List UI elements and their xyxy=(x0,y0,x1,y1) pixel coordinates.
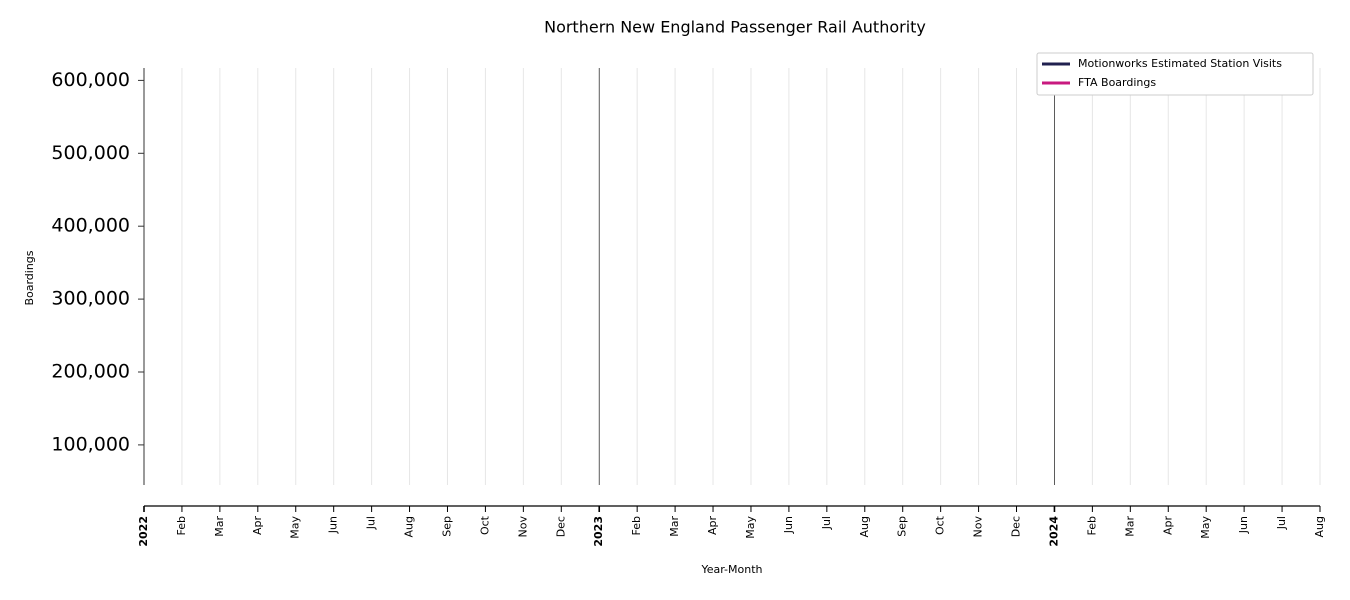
x-tick-label: 2022 xyxy=(137,516,150,547)
x-tick-label: Aug xyxy=(403,516,416,537)
y-axis-label: Boardings xyxy=(23,250,36,305)
x-tick-label: Dec xyxy=(1010,516,1023,537)
x-tick-label: Aug xyxy=(858,516,871,537)
y-tick-label: 300,000 xyxy=(51,288,130,310)
x-tick-label: May xyxy=(289,516,302,539)
x-tick-label: Oct xyxy=(478,515,491,535)
x-tick-label: Feb xyxy=(630,516,643,535)
x-tick-label: Mar xyxy=(1123,516,1136,537)
chart-title: Northern New England Passenger Rail Auth… xyxy=(544,18,926,37)
y-tick-label: 500,000 xyxy=(51,142,130,164)
legend: Motionworks Estimated Station Visits FTA … xyxy=(1036,52,1314,96)
x-tick-label: 2024 xyxy=(1047,516,1060,547)
x-tick-label: Feb xyxy=(1085,516,1098,535)
x-tick-label: Jun xyxy=(1237,516,1250,534)
x-tick-label: May xyxy=(1199,516,1212,539)
x-tick-label: Sep xyxy=(440,516,453,537)
x-axis-label: Year-Month xyxy=(700,563,762,576)
x-tick-label: Feb xyxy=(175,516,188,535)
x-tick-label: Mar xyxy=(213,516,226,537)
x-tick-label: Jul xyxy=(365,516,378,530)
x-tick-label: Sep xyxy=(896,516,909,537)
x-tick-label: Dec xyxy=(554,516,567,537)
y-tick-label: 200,000 xyxy=(51,361,130,383)
legend-label: Motionworks Estimated Station Visits xyxy=(1078,57,1282,70)
x-tick-label: Mar xyxy=(668,516,681,537)
y-tick-label: 400,000 xyxy=(51,215,130,237)
legend-label: FTA Boardings xyxy=(1078,76,1156,89)
x-tick-label: Nov xyxy=(516,516,529,538)
x-tick-label: Jul xyxy=(820,516,833,530)
x-tick-label: Jun xyxy=(782,516,795,534)
y-tick-label: 100,000 xyxy=(51,433,130,455)
x-tick-label: Jun xyxy=(327,516,340,534)
x-tick-label: Jul xyxy=(1275,516,1288,530)
x-tick-label: Apr xyxy=(706,516,719,536)
x-tick-label: Nov xyxy=(972,516,985,538)
x-tick-label: Apr xyxy=(251,516,264,536)
x-tick-label: Oct xyxy=(934,515,947,535)
legend-box xyxy=(1036,52,1314,96)
y-tick-label: 600,000 xyxy=(51,69,130,91)
x-tick-label: Aug xyxy=(1313,516,1326,537)
x-tick-label: 2023 xyxy=(592,516,605,547)
x-tick-label: Apr xyxy=(1161,516,1174,536)
x-tick-label: May xyxy=(744,516,757,539)
